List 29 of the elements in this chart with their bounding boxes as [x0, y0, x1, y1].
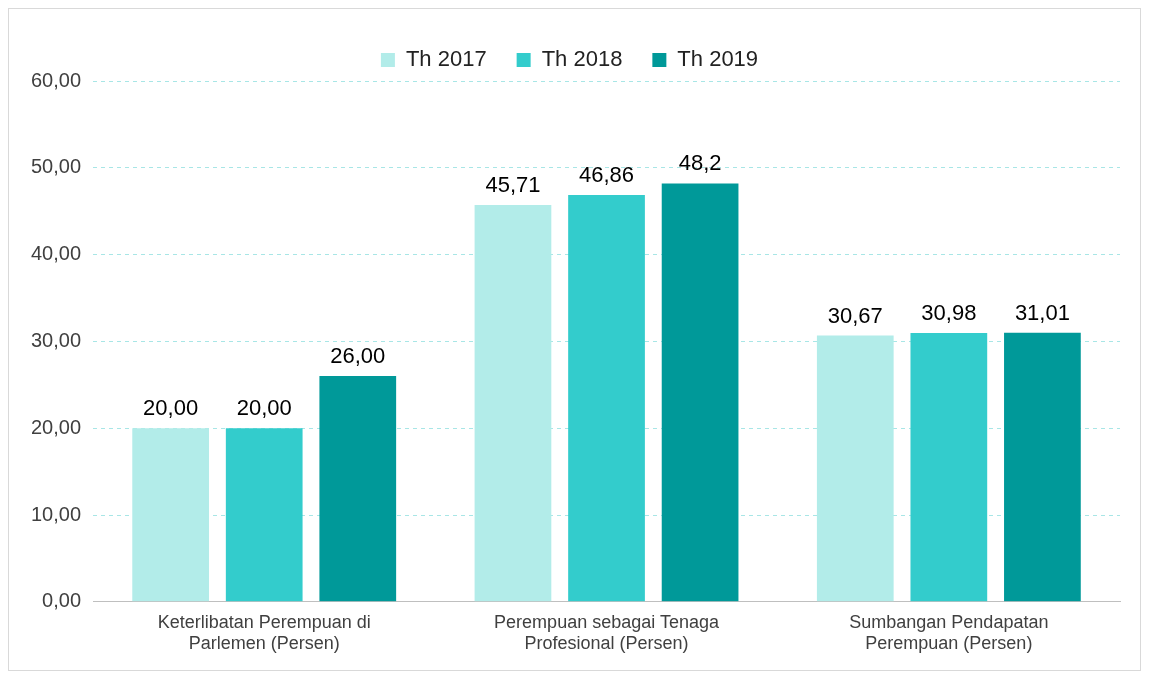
- bar: [568, 195, 645, 602]
- y-tick-label: 50,00: [30, 155, 82, 178]
- bar: [225, 428, 303, 602]
- data-label: 20,00: [143, 395, 199, 421]
- y-tick-label: 20,00: [30, 415, 82, 438]
- x-tick-label: Sumbangan Pendapatan Perempuan (Persen): [849, 611, 1049, 654]
- data-label: 48,2: [678, 150, 722, 176]
- y-tick-label: 10,00: [30, 502, 82, 525]
- bar: [1004, 332, 1081, 602]
- legend-label: Th 2018: [541, 46, 623, 72]
- bar: [910, 332, 988, 602]
- bar: [132, 428, 209, 602]
- data-label: 46,86: [578, 162, 635, 188]
- y-tick-label: 0,00: [42, 589, 82, 612]
- y-tick-label: 30,00: [30, 328, 82, 351]
- data-label: 26,00: [330, 343, 386, 369]
- legend-label: Th 2017: [405, 46, 487, 72]
- legend-label: Th 2019: [677, 46, 759, 72]
- y-tick-label: 40,00: [30, 242, 82, 265]
- data-label: 30,67: [827, 302, 883, 328]
- data-label: 45,71: [485, 172, 541, 198]
- x-tick-label: Perempuan sebagai Tenaga Profesional (Persen): [494, 611, 720, 654]
- y-tick-label: 60,00: [30, 68, 82, 91]
- data-label: 30,98: [921, 299, 977, 325]
- data-label: 20,00: [236, 395, 292, 421]
- x-tick-label: Keterlibatan Perempuan di Parlemen (Persen): [157, 611, 371, 654]
- data-label: 31,01: [1014, 299, 1070, 325]
- bar: [661, 183, 739, 602]
- bar: [319, 376, 397, 602]
